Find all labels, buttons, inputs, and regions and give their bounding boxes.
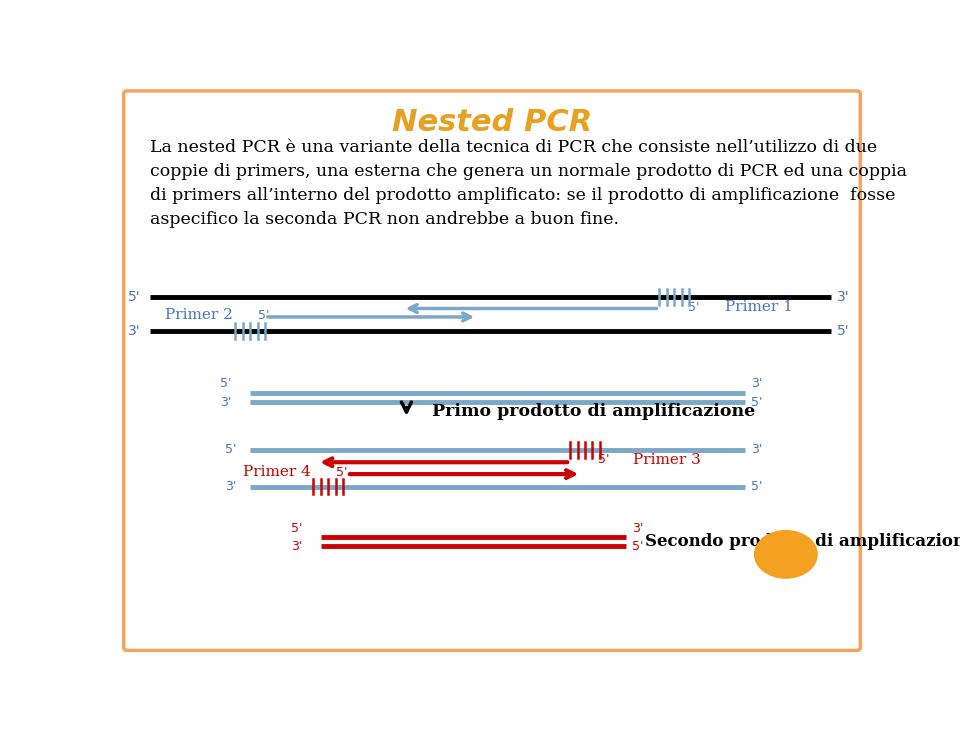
Text: 3': 3': [226, 480, 237, 493]
Text: 5': 5': [226, 443, 237, 457]
Text: 3': 3': [220, 396, 231, 409]
Text: Nested PCR: Nested PCR: [392, 108, 592, 137]
Circle shape: [755, 531, 817, 578]
Text: Primer 3: Primer 3: [634, 453, 701, 467]
Text: Primer 1: Primer 1: [725, 300, 793, 314]
Text: 5': 5': [129, 290, 141, 304]
Text: Secondo prodotto di amplificazione: Secondo prodotto di amplificazione: [644, 533, 960, 550]
Text: Primer 2: Primer 2: [165, 308, 232, 322]
Text: 5': 5': [336, 466, 348, 479]
Text: 5': 5': [632, 539, 643, 553]
Text: 5': 5': [220, 377, 231, 390]
Text: 3': 3': [129, 324, 141, 338]
Text: La nested PCR è una variante della tecnica di PCR che consiste nell’utilizzo di : La nested PCR è una variante della tecni…: [150, 139, 907, 228]
Text: 5': 5': [751, 396, 762, 409]
Text: Primo prodotto di amplificazione: Primo prodotto di amplificazione: [432, 404, 756, 421]
FancyBboxPatch shape: [124, 91, 860, 650]
Text: 5': 5': [687, 301, 699, 314]
Text: 3': 3': [836, 290, 849, 304]
Text: Primer 4: Primer 4: [243, 465, 311, 479]
Text: 3': 3': [632, 522, 643, 535]
Text: 5': 5': [257, 309, 269, 321]
Text: 5': 5': [751, 480, 762, 493]
Text: 3': 3': [291, 539, 302, 553]
Text: 5': 5': [291, 522, 302, 535]
Text: 3': 3': [751, 443, 762, 457]
Text: 5': 5': [598, 454, 610, 467]
Text: 5': 5': [836, 324, 849, 338]
Text: 3': 3': [751, 377, 762, 390]
